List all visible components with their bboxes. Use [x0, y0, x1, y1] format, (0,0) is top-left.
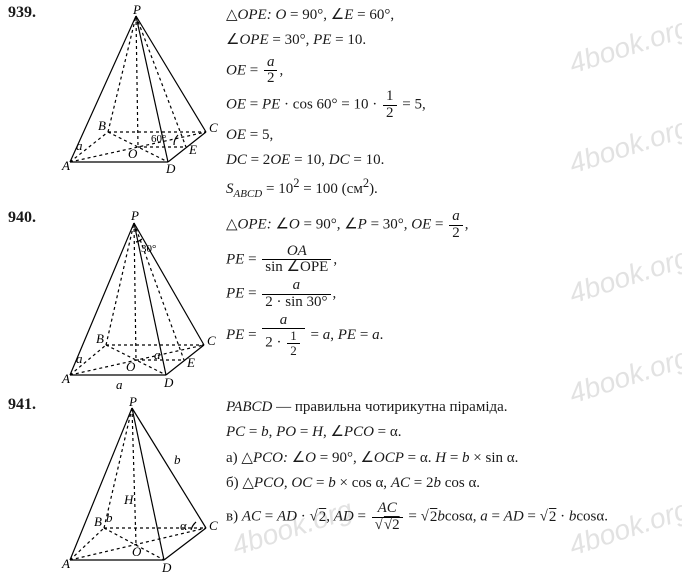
svg-text:O: O: [126, 359, 136, 374]
problem-940: 940. P A B C: [0, 205, 682, 392]
svg-text:a: a: [76, 138, 83, 153]
svg-text:P: P: [132, 2, 141, 17]
math-content: △OPE: ∠O = 90°, ∠P = 30°, OE = a2, PE = …: [220, 205, 682, 360]
svg-text:30°: 30°: [141, 243, 156, 255]
problem-number: 939.: [0, 0, 48, 22]
pyramid-figure: P A B C D O E a a a 30°: [48, 205, 220, 392]
pyramid-svg: P A B C D O E a 60°: [48, 2, 220, 177]
svg-text:a: a: [154, 347, 161, 362]
pyramid-svg: P A B C D O b b H α: [48, 394, 220, 574]
problem-941: 941. P A B C D: [0, 392, 682, 574]
problem-number: 940.: [0, 205, 48, 227]
svg-text:C: C: [207, 333, 216, 348]
pyramid-figure: P A B C D O b b H α: [48, 392, 220, 574]
svg-text:D: D: [165, 161, 176, 176]
svg-text:C: C: [209, 518, 218, 533]
math-content: △OPE: O = 90°, ∠E = 60°, ∠OPE = 30°, PE …: [220, 0, 682, 205]
svg-text:α: α: [180, 518, 187, 533]
svg-text:B: B: [96, 331, 104, 346]
svg-text:A: A: [61, 556, 70, 571]
svg-text:E: E: [186, 355, 195, 370]
svg-text:E: E: [188, 142, 197, 157]
svg-text:a: a: [116, 377, 123, 392]
svg-text:B: B: [98, 118, 106, 133]
math-content: PABCD — правильна чотирикутна піраміда. …: [220, 392, 682, 536]
svg-text:C: C: [209, 120, 218, 135]
svg-text:A: A: [61, 371, 70, 386]
problem-939: 939. P A B C: [0, 0, 682, 205]
svg-text:P: P: [130, 208, 139, 223]
pyramid-svg: P A B C D O E a a a 30°: [48, 207, 220, 392]
svg-text:O: O: [128, 146, 138, 161]
svg-text:A: A: [61, 158, 70, 173]
svg-text:B: B: [94, 514, 102, 529]
problem-number: 941.: [0, 392, 48, 414]
pyramid-figure: P A B C D O E a 60°: [48, 0, 220, 177]
svg-text:O: O: [132, 544, 142, 559]
svg-text:D: D: [163, 375, 174, 390]
svg-text:D: D: [161, 560, 172, 574]
svg-text:a: a: [76, 351, 83, 366]
svg-text:b: b: [174, 452, 181, 467]
svg-text:P: P: [128, 394, 137, 409]
svg-text:60°: 60°: [151, 133, 166, 145]
svg-text:H: H: [123, 492, 134, 507]
svg-text:b: b: [106, 510, 113, 525]
